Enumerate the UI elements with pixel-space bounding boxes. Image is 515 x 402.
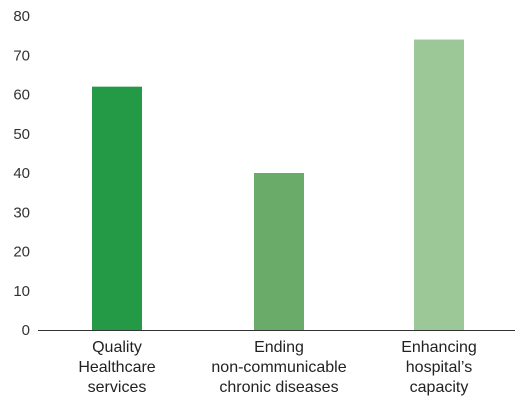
y-axis-ticks: 0 10 20 30 40 50 60 70 80 [13, 8, 30, 339]
x-category-label-line: non-communicable [211, 359, 346, 376]
x-category-label: Ending non-communicable chronic diseases [211, 339, 346, 396]
x-category-label: Quality Healthcare services [78, 339, 155, 396]
y-tick-label: 80 [13, 8, 30, 25]
x-category-label-line: chronic diseases [219, 379, 338, 396]
x-category-label-line: Quality [92, 339, 142, 356]
bar-1 [92, 86, 142, 331]
bar-3 [414, 39, 464, 331]
x-category-label-line: Healthcare [78, 359, 155, 376]
y-tick-label: 20 [13, 244, 30, 261]
x-category-label-line: Ending [254, 339, 304, 356]
x-category-label-line: capacity [410, 379, 469, 396]
bar-2 [254, 173, 304, 330]
x-category-label-line: Enhancing [401, 339, 477, 356]
y-tick-label: 60 [13, 87, 30, 104]
y-tick-label: 50 [13, 126, 30, 143]
x-axis-labels: Quality Healthcare services Ending non-commu… [78, 339, 477, 396]
y-tick-label: 30 [13, 204, 30, 221]
bars [92, 39, 464, 331]
x-category-label: Enhancing hospital’s capacity [401, 339, 477, 396]
y-tick-label: 0 [22, 322, 30, 339]
y-tick-label: 70 [13, 47, 30, 64]
x-category-label-line: services [88, 379, 147, 396]
y-tick-label: 10 [13, 283, 30, 300]
y-tick-label: 40 [13, 165, 30, 182]
x-category-label-line: hospital’s [406, 359, 472, 376]
